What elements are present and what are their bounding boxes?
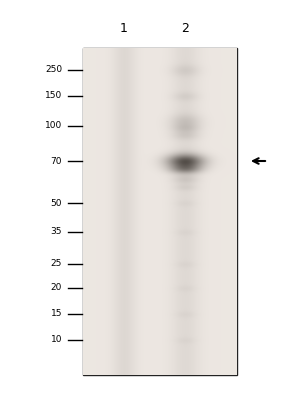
Text: 35: 35 [51,228,62,236]
Text: 25: 25 [51,260,62,268]
Text: 20: 20 [51,284,62,292]
Text: 10: 10 [51,336,62,344]
Bar [83,48,237,375]
Text: 150: 150 [45,92,62,100]
Text: 100: 100 [45,122,62,130]
Text: 15: 15 [51,310,62,318]
Text: 50: 50 [51,198,62,208]
Text: 250: 250 [45,66,62,74]
Text: 2: 2 [181,22,189,34]
Text: 70: 70 [51,156,62,166]
Text: 1: 1 [120,22,128,34]
